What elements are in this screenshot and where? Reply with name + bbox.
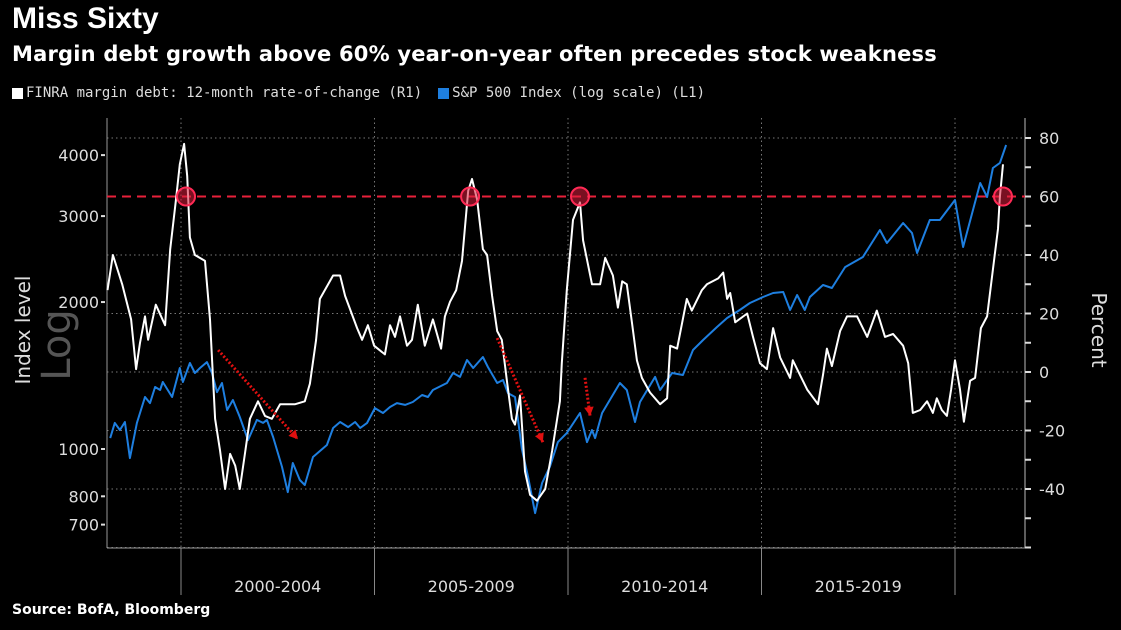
x-tick-label: 2010-2014 <box>621 577 708 596</box>
legend-label: S&P 500 Index (log scale) (L1) <box>452 85 706 101</box>
left-axis-label: 1000 <box>58 440 99 459</box>
x-tick-label: 2000-2004 <box>234 577 321 596</box>
left-axis-label: 4000 <box>58 146 99 165</box>
right-axis-label: 0 <box>1039 363 1049 382</box>
legend-item-spx: S&P 500 Index (log scale) (L1) <box>438 85 705 101</box>
decline-arrow <box>495 337 545 443</box>
sp500-line <box>109 144 1008 515</box>
right-axis-label: 80 <box>1039 129 1059 148</box>
right-axis-title: Percent <box>1087 292 1111 367</box>
legend: FINRA margin debt: 12-month rate-of-chan… <box>12 85 705 101</box>
threshold-cross-marker <box>460 186 481 207</box>
threshold-cross-marker <box>992 186 1013 207</box>
right-axis-label: 60 <box>1039 188 1059 207</box>
left-axis-label: 2000 <box>58 293 99 312</box>
right-axis-label: 20 <box>1039 305 1059 324</box>
left-axis-title: Index level <box>11 276 35 385</box>
log-watermark: Log <box>34 309 80 380</box>
threshold-cross-marker <box>176 186 197 207</box>
x-tick-label: 2005-2009 <box>428 577 515 596</box>
arrow-head <box>584 406 594 416</box>
finra-margin-debt-line <box>106 142 1004 502</box>
decline-arrow <box>217 349 299 441</box>
source-note: Source: BofA, Bloomberg <box>12 602 211 618</box>
x-tick-label: 2015-2019 <box>815 577 902 596</box>
chart-title: Miss Sixty <box>12 2 159 35</box>
legend-swatch-white <box>12 87 23 99</box>
right-axis-label: -40 <box>1039 480 1065 499</box>
left-axis-label: 800 <box>68 487 99 506</box>
right-axis-label: -20 <box>1039 422 1065 441</box>
legend-label: FINRA margin debt: 12-month rate-of-chan… <box>26 85 423 101</box>
threshold-cross-marker <box>569 186 590 207</box>
right-axis-label: 40 <box>1039 246 1059 265</box>
left-axis-label: 3000 <box>58 207 99 226</box>
arrow-head <box>534 432 544 443</box>
left-axis-label: 700 <box>68 516 99 535</box>
legend-item-finra: FINRA margin debt: 12-month rate-of-chan… <box>12 85 422 101</box>
chart-subtitle: Margin debt growth above 60% year-on-yea… <box>12 42 937 66</box>
arrow-head <box>288 429 298 440</box>
legend-swatch-blue <box>438 87 450 99</box>
